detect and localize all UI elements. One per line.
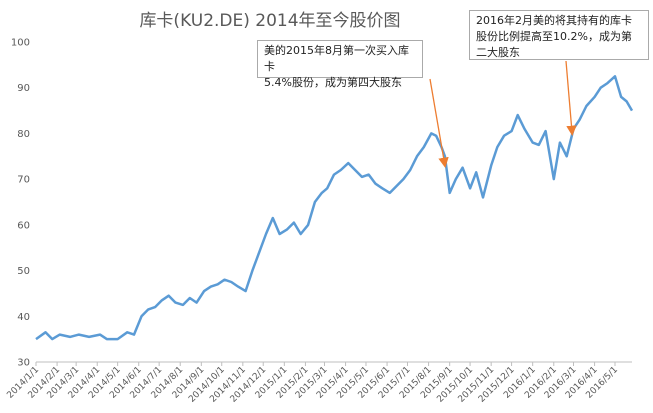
y-tick-label: 90	[17, 83, 30, 94]
y-tick-label: 80	[17, 129, 30, 140]
y-tick-label: 100	[11, 38, 30, 49]
y-tick-label: 50	[17, 266, 30, 277]
y-tick-label: 70	[17, 175, 30, 186]
annotation-arrows	[429, 60, 577, 168]
x-axis: 2014/1/12014/2/12014/3/12014/4/12014/5/1…	[5, 361, 632, 405]
annotation-1-line-2: 5.4%股份，成为第四大股东	[264, 76, 402, 89]
y-tick-label: 30	[17, 358, 30, 369]
annotation-2-line-1: 2016年2月美的将其持有的库卡	[476, 14, 632, 27]
annotation-arrow	[429, 78, 449, 168]
y-tick-label: 40	[17, 312, 30, 323]
annotation-arrow	[565, 60, 577, 137]
annotation-1-line-1: 美的2015年8月第一次买入库卡	[264, 44, 409, 73]
y-tick-label: 60	[17, 220, 30, 231]
annotation-midea-stake-increase: 2016年2月美的将其持有的库卡 股份比例提高至10.2%，成为第 二大股东	[469, 10, 649, 60]
y-axis: 30 40 50 60 70 80 90 100	[11, 38, 30, 369]
annotation-midea-first-purchase: 美的2015年8月第一次买入库卡 5.4%股份，成为第四大股东	[257, 40, 423, 89]
price-series-line	[35, 75, 634, 341]
annotation-2-line-2: 股份比例提高至10.2%，成为第	[476, 30, 632, 43]
chart-title: 库卡(KU2.DE) 2014年至今股价图	[139, 11, 401, 31]
series-group	[35, 75, 634, 341]
annotation-2-line-3: 二大股东	[476, 46, 520, 59]
